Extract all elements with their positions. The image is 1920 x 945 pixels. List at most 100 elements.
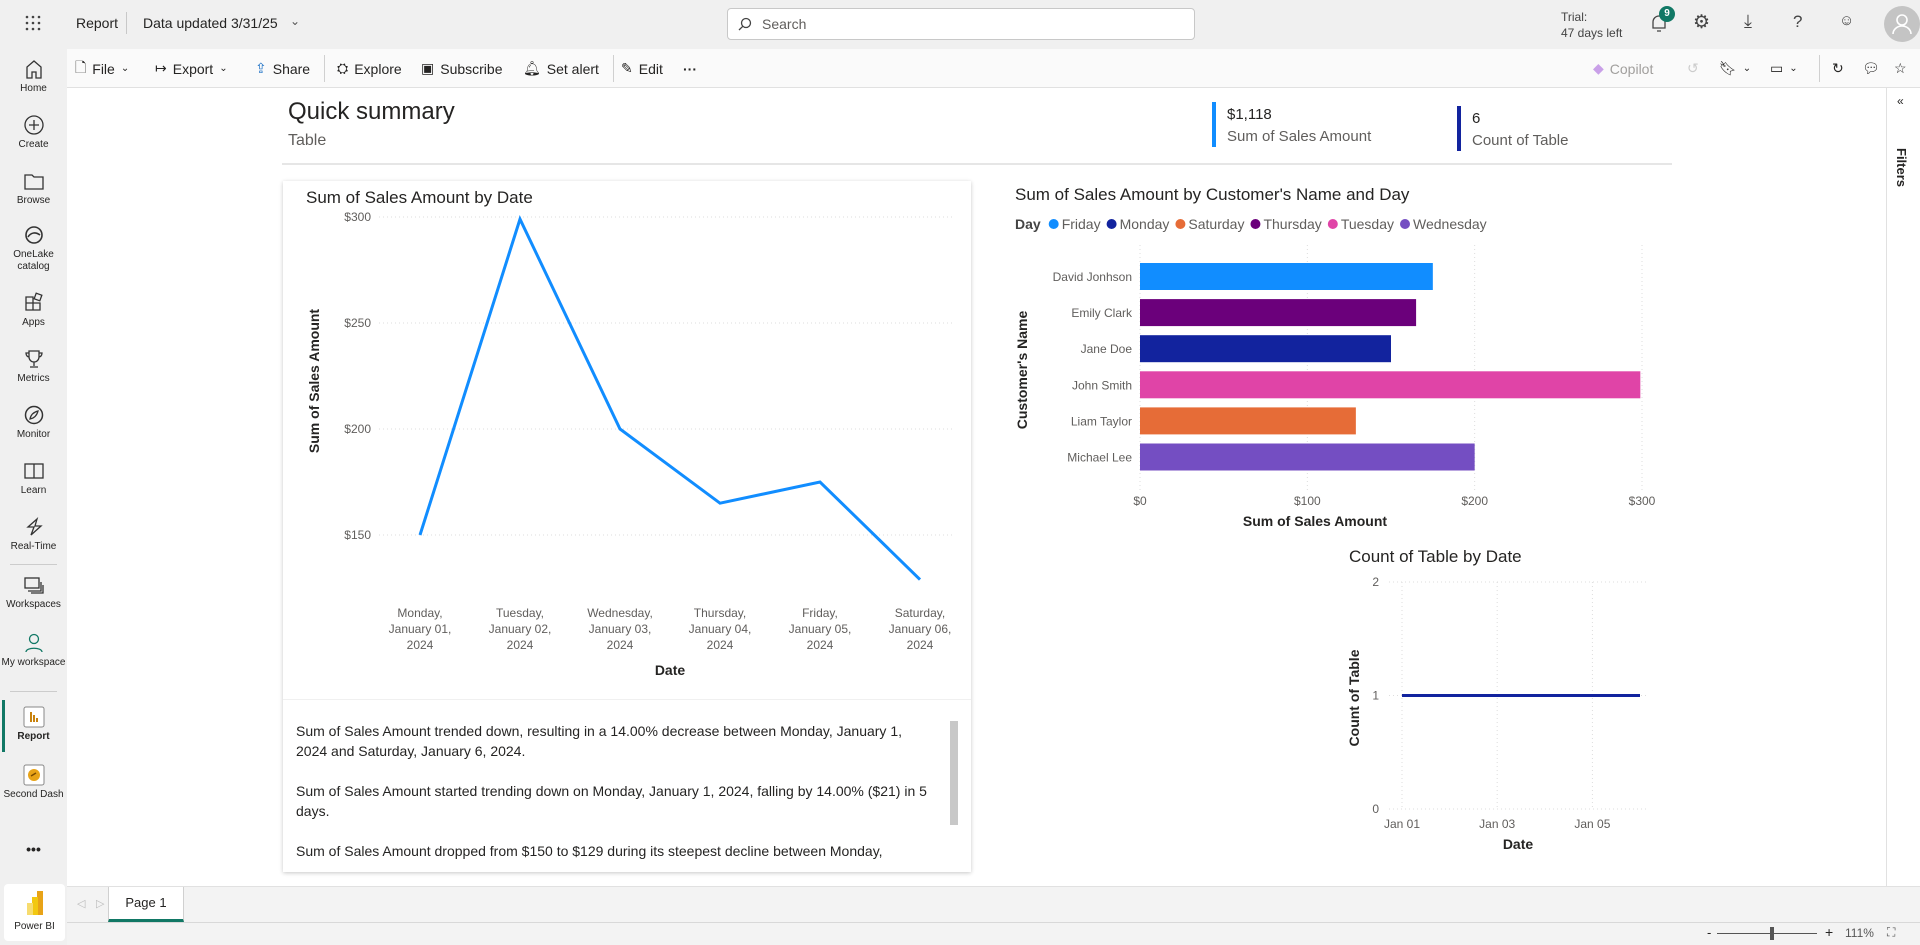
filters-pane[interactable]: « Filters <box>1886 88 1920 886</box>
y-tick-label: Jane Doe <box>1081 342 1133 356</box>
x-tick-label: Thursday, <box>694 606 746 620</box>
data-updated-dropdown[interactable]: Data updated 3/31/25 <box>143 15 278 31</box>
x-tick-label: January 06, <box>889 622 952 636</box>
nav-onelake-catalog[interactable]: OneLake catalog <box>0 224 67 273</box>
dashboard-icon <box>23 764 44 786</box>
undo-icon[interactable]: ↺ <box>1687 60 1699 76</box>
nav-monitor[interactable]: Monitor <box>0 404 67 441</box>
nav-browse[interactable]: Browse <box>0 170 67 207</box>
chevron-down-icon: ⌄ <box>219 63 228 74</box>
search-placeholder: Search <box>762 16 807 32</box>
subscribe-button[interactable]: ▣ Subscribe <box>421 49 503 88</box>
nav-label: Browse <box>16 195 51 206</box>
settings-icon[interactable]: ⚙ <box>1693 12 1711 33</box>
zoom-out-button[interactable]: - <box>1707 925 1712 940</box>
nav-label: OneLake catalog <box>13 249 54 272</box>
y-tick-label: $300 <box>344 210 371 224</box>
nav-label: Create <box>18 139 49 150</box>
share-icon: ⇪ <box>255 60 267 76</box>
export-menu-button[interactable]: ↦ Export ⌄ <box>155 49 228 88</box>
x-axis-title: Date <box>655 662 686 678</box>
nav-learn[interactable]: Learn <box>0 460 67 497</box>
y-tick-label: $150 <box>344 528 371 542</box>
favorite-star-icon[interactable]: ☆ <box>1894 60 1907 76</box>
x-tick-label: Jan 01 <box>1384 817 1420 831</box>
narrative-scrollbar[interactable] <box>950 721 958 825</box>
app-launcher-icon[interactable] <box>24 14 42 37</box>
zoom-in-button[interactable]: + <box>1825 924 1834 940</box>
nav-label: Metrics <box>17 373 50 384</box>
more-options-button[interactable]: ··· <box>683 60 697 77</box>
kpi-count-value: 6 <box>1472 110 1481 127</box>
view-button[interactable]: ▭ ⌄ <box>1770 49 1798 88</box>
copilot-button[interactable]: ◆ Copilot <box>1593 49 1653 88</box>
x-tick-label: Monday, <box>397 606 442 620</box>
smart-narrative: Sum of Sales Amount trended down, result… <box>296 721 936 861</box>
report-icon <box>23 706 44 728</box>
divider <box>613 55 614 82</box>
share-label: Share <box>272 60 311 77</box>
share-button[interactable]: ⇪ Share <box>255 49 310 88</box>
trial-days-left: 47 days left <box>1561 26 1623 40</box>
pencil-icon: ✎ <box>621 60 633 76</box>
nav-apps[interactable]: Apps <box>0 292 67 329</box>
sales-by-date-chart[interactable]: Sum of Sales Amount by Date $150 $200 $250 $… <box>283 181 971 691</box>
nav-more-button[interactable]: ••• <box>26 841 41 857</box>
zoom-slider-thumb[interactable] <box>1770 927 1774 940</box>
legend-item: Saturday <box>1188 216 1244 232</box>
notifications-button[interactable]: 9 <box>1649 6 1675 39</box>
help-icon[interactable]: ? <box>1793 12 1803 31</box>
nav-create[interactable]: Create <box>0 114 67 151</box>
copilot-label: Copilot <box>1609 60 1654 77</box>
nav-metrics[interactable]: Metrics <box>0 348 67 385</box>
nav-label: Report <box>17 731 50 742</box>
line-chart-card[interactable]: Sum of Sales Amount by Date $150 $200 $250 $… <box>283 181 971 872</box>
nav-home[interactable]: Home <box>0 58 67 95</box>
legend-marker <box>1106 219 1117 229</box>
power-bi-brand[interactable]: Power BI <box>4 884 65 941</box>
zoom-slider[interactable] <box>1717 933 1817 934</box>
legend-marker <box>1175 219 1186 229</box>
x-tick-label: Friday, <box>802 606 838 620</box>
prev-page-icon[interactable]: ◁ <box>77 898 86 910</box>
feedback-icon[interactable]: ☺ <box>1839 12 1855 29</box>
nav-my-workspace[interactable]: My workspace <box>0 632 67 669</box>
file-menu-button[interactable]: 🗋 File ⌄ <box>75 49 129 88</box>
set-alert-label: Set alert <box>546 60 599 77</box>
bar <box>1140 335 1391 363</box>
bell-icon: 🔔︎ <box>523 60 541 76</box>
refresh-icon[interactable]: ↻ <box>1832 60 1844 76</box>
collapse-chevron-icon[interactable]: « <box>1897 94 1904 108</box>
set-alert-button[interactable]: 🔔︎ Set alert <box>523 49 599 88</box>
nav-report[interactable]: Report <box>0 706 67 743</box>
download-icon[interactable]: ⤓ <box>1744 11 1752 31</box>
legend-title: Day <box>1015 216 1041 232</box>
sales-by-customer-chart[interactable]: Sum of Sales Amount by Customer's Name a… <box>997 178 1697 538</box>
x-tick-label: $100 <box>1294 494 1321 508</box>
search-input[interactable]: Search <box>727 8 1195 40</box>
nav-label: Second Dash <box>3 789 64 800</box>
y-axis-title: Customer's Name <box>1014 311 1030 430</box>
explore-button[interactable]: ⛭ Explore <box>337 49 402 88</box>
filters-label: Filters <box>1894 148 1909 188</box>
nav-workspaces[interactable]: Workspaces <box>0 574 67 611</box>
x-tick-label: 2024 <box>407 638 434 652</box>
x-tick-label: January 05, <box>789 622 852 636</box>
plus-circle-icon <box>23 115 44 135</box>
y-tick-label: $200 <box>344 422 371 436</box>
nav-second-dash[interactable]: Second Dash <box>0 764 67 801</box>
y-tick-label: $250 <box>344 316 371 330</box>
edit-button[interactable]: ✎ Edit <box>621 49 663 88</box>
onelake-icon <box>24 226 43 244</box>
tab-page-1[interactable]: Page 1 <box>108 887 184 922</box>
legend-item: Wednesday <box>1413 216 1487 232</box>
fit-to-page-icon[interactable]: ⛶ <box>1887 925 1896 939</box>
comment-icon[interactable]: 💬︎ <box>1862 60 1880 76</box>
x-tick-label: January 03, <box>589 622 652 636</box>
next-page-icon[interactable]: ▷ <box>96 898 105 910</box>
bookmark-button[interactable]: 🔖︎ ⌄ <box>1719 49 1751 88</box>
nav-real-time[interactable]: Real-Time <box>0 516 67 553</box>
count-by-date-chart[interactable]: Count of Table by Date 0 1 2 Jan 01 Jan 03 Jan… <box>1317 538 1717 868</box>
app-name: Report <box>76 15 119 31</box>
avatar[interactable] <box>1884 6 1920 42</box>
